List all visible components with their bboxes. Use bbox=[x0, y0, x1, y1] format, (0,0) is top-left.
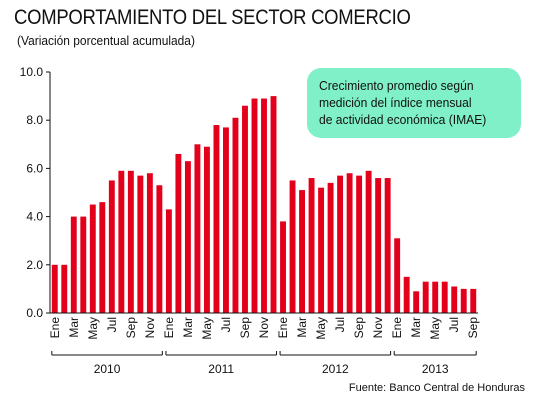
x-tick-label: Mar bbox=[181, 317, 195, 338]
bar bbox=[337, 175, 344, 313]
bar bbox=[470, 288, 477, 313]
bar bbox=[460, 288, 467, 313]
bar bbox=[80, 216, 87, 313]
bar bbox=[365, 170, 372, 313]
bar bbox=[299, 190, 305, 313]
bar bbox=[203, 146, 210, 313]
y-tick-label: 4.0 bbox=[26, 210, 43, 224]
bar bbox=[289, 180, 296, 313]
bar bbox=[270, 96, 277, 313]
bar bbox=[346, 173, 353, 313]
bar bbox=[70, 216, 77, 313]
year-label: 2011 bbox=[208, 362, 234, 376]
y-tick-label: 8.0 bbox=[26, 113, 43, 127]
x-tick-label: Sep bbox=[124, 317, 138, 339]
bar bbox=[356, 175, 363, 313]
bar bbox=[308, 178, 315, 313]
x-tick-label: Jul bbox=[333, 317, 347, 332]
x-tick-label: Mar bbox=[67, 317, 81, 338]
x-tick-label: May bbox=[86, 317, 100, 340]
bar bbox=[384, 178, 391, 313]
x-tick-label: Sep bbox=[352, 317, 366, 339]
bar bbox=[242, 105, 248, 314]
bar bbox=[441, 281, 448, 313]
bar bbox=[403, 276, 410, 313]
bar bbox=[451, 286, 458, 313]
year-label: 2013 bbox=[422, 362, 449, 376]
x-tick-label: Nov bbox=[143, 317, 157, 338]
bar bbox=[127, 170, 134, 313]
bar bbox=[99, 202, 106, 313]
x-tick-label: Ene bbox=[48, 317, 62, 339]
bar bbox=[232, 117, 239, 313]
bars-group bbox=[51, 96, 477, 314]
y-tick-label: 0.0 bbox=[26, 306, 43, 320]
source-note: Fuente: Banco Central de Honduras bbox=[348, 382, 525, 394]
bar bbox=[280, 221, 286, 313]
bar bbox=[413, 291, 420, 313]
bar bbox=[165, 209, 172, 313]
annotation-callout: Crecimiento promedio según medición del … bbox=[307, 68, 521, 138]
bar bbox=[394, 238, 401, 313]
year-label: 2012 bbox=[322, 362, 349, 376]
bar bbox=[118, 170, 125, 313]
x-tick-label: Sep bbox=[466, 317, 480, 339]
x-tick-label: Ene bbox=[162, 317, 176, 339]
year-groups: 2010 2011 2012 2013 bbox=[51, 351, 477, 376]
x-tick-label: Jul bbox=[219, 317, 233, 332]
x-ticks-group: Ene Mar May Jul Sep Nov Ene Mar May Jul Sep Nov Ene M… bbox=[48, 317, 480, 340]
x-tick-label: Ene bbox=[390, 317, 404, 339]
bar bbox=[223, 127, 229, 314]
bar bbox=[137, 175, 144, 313]
bar bbox=[108, 180, 115, 313]
y-tick-label: 2.0 bbox=[26, 258, 43, 272]
bar bbox=[146, 173, 153, 313]
bar bbox=[327, 182, 334, 313]
chart-title: COMPORTAMIENTO DEL SECTOR COMERCIO bbox=[14, 6, 411, 29]
annotation-line-1: Crecimiento promedio según bbox=[319, 78, 474, 93]
bar bbox=[61, 264, 68, 313]
x-tick-label: Jul bbox=[447, 317, 461, 332]
x-tick-label: May bbox=[428, 317, 442, 340]
y-ticks-group: 0.0 2.0 4.0 6.0 8.0 10.0 bbox=[20, 65, 50, 320]
x-tick-label: Mar bbox=[409, 317, 423, 338]
bar bbox=[184, 161, 191, 313]
bar bbox=[375, 178, 382, 313]
annotation-line-3: de actividad económica (IMAE) bbox=[319, 112, 487, 127]
y-tick-label: 6.0 bbox=[26, 161, 43, 175]
bar bbox=[89, 204, 96, 313]
x-tick-label: Mar bbox=[295, 317, 309, 338]
x-tick-label: Sep bbox=[238, 317, 252, 339]
y-tick-label: 10.0 bbox=[20, 65, 44, 79]
bar bbox=[51, 264, 58, 313]
bar bbox=[432, 281, 439, 313]
x-tick-label: May bbox=[200, 317, 214, 340]
bar bbox=[213, 125, 220, 314]
x-tick-label: Ene bbox=[276, 317, 290, 339]
bar bbox=[318, 187, 325, 313]
bar bbox=[194, 144, 201, 313]
bar bbox=[156, 185, 163, 313]
bar bbox=[175, 153, 182, 313]
bar bbox=[251, 98, 258, 313]
x-tick-label: Nov bbox=[371, 317, 385, 338]
bar bbox=[261, 98, 267, 313]
x-tick-label: Jul bbox=[105, 317, 119, 332]
annotation-line-2: medición del índice mensual bbox=[319, 95, 472, 110]
chart-subtitle: (Variación porcentual acumulada) bbox=[17, 33, 195, 48]
bar bbox=[422, 281, 429, 313]
x-tick-label: May bbox=[314, 317, 328, 340]
year-label: 2010 bbox=[94, 362, 121, 376]
x-tick-label: Nov bbox=[257, 317, 271, 338]
